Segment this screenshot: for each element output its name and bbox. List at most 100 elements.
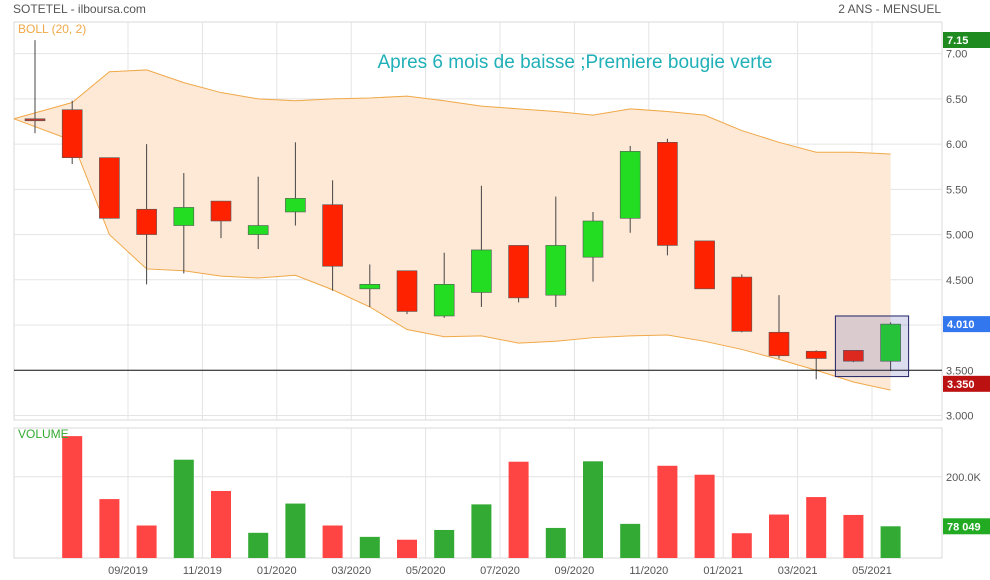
volume-bar (359, 536, 380, 558)
candle (396, 270, 418, 315)
candle (61, 100, 83, 165)
price-tag-low-label: 3.350 (947, 379, 975, 391)
price-tick-label: 3.000 (946, 410, 974, 422)
candle (880, 322, 901, 372)
candle (173, 173, 195, 274)
candle (694, 240, 715, 290)
candle-body (768, 331, 790, 357)
volume-bar (322, 525, 343, 558)
candle (843, 350, 864, 363)
candle (545, 196, 567, 307)
time-tick-label: 01/2020 (257, 565, 297, 577)
candle (768, 295, 790, 359)
candle-body (359, 284, 381, 290)
candle-body (731, 276, 753, 332)
candle-body (210, 200, 232, 222)
time-tick-label: 09/2019 (108, 565, 148, 577)
price-tag-low (943, 375, 990, 392)
candle (805, 350, 827, 380)
candle-body (619, 151, 641, 219)
candle (359, 264, 381, 307)
volume-label: VOLUME (18, 427, 69, 441)
chart-annotation: Apres 6 mois de baisse ;Premiere bougie … (378, 52, 773, 73)
price-tag-high (943, 32, 990, 48)
price-tick-label: 6.00 (946, 139, 967, 151)
candle-body (433, 284, 455, 317)
candle (471, 185, 492, 307)
volume-tag (943, 518, 990, 535)
candle (247, 176, 269, 250)
candle-body (545, 245, 567, 296)
chart-symbol-label: SOTETEL - ilboursa.com (13, 2, 146, 16)
time-tick-label: 03/2021 (778, 565, 818, 577)
candle-body (173, 207, 195, 226)
candle-body (247, 225, 269, 235)
candle (731, 274, 753, 333)
time-tick-label: 01/2021 (703, 565, 743, 577)
candle-body (582, 220, 604, 258)
volume-bar (806, 497, 827, 558)
price-tick-label: 5.50 (946, 184, 967, 196)
candle-body (880, 323, 901, 362)
volume-bar (620, 523, 641, 558)
candle-body (843, 350, 864, 362)
volume-bar (657, 465, 678, 558)
time-tick-label: 05/2020 (406, 565, 446, 577)
candle (433, 252, 455, 318)
volume-bar (694, 474, 715, 558)
price-tag-current (943, 316, 990, 333)
time-tick-label: 03/2020 (331, 565, 371, 577)
volume-bar (880, 526, 901, 558)
candle-body (805, 350, 827, 359)
volume-bar (285, 503, 306, 558)
volume-bar (471, 504, 492, 558)
candle-body (285, 198, 306, 213)
candle-body (322, 204, 343, 267)
candle (210, 200, 232, 239)
candle (285, 142, 306, 226)
candle (99, 157, 120, 219)
candle-body (396, 270, 418, 312)
volume-bar (769, 514, 789, 558)
time-tick-label: 07/2020 (480, 565, 520, 577)
bollinger-lower-line (13, 118, 891, 391)
price-tick-label: 4.500 (946, 275, 974, 287)
candle (322, 180, 343, 291)
price-tag-high-label: 7.15 (947, 35, 968, 47)
candle (136, 144, 157, 285)
highlight-box (834, 315, 910, 378)
bollinger-upper-line (13, 69, 891, 155)
chart-period-label: 2 ANS - MENSUEL (838, 2, 941, 16)
volume-bar (211, 490, 231, 558)
candle-body (61, 109, 83, 158)
volume-bar (843, 514, 864, 558)
time-tick-label: 11/2020 (629, 565, 668, 577)
time-tick-label: 05/2021 (852, 565, 892, 577)
volume-bar (397, 539, 417, 558)
candle (508, 245, 529, 303)
volume-bar (508, 461, 529, 558)
volume-bar (434, 529, 455, 558)
volume-bar (545, 527, 566, 558)
volume-bar (62, 436, 83, 558)
volume-bar (583, 461, 603, 558)
time-tick-label: 09/2020 (555, 565, 595, 577)
candle-body (136, 208, 157, 235)
volume-tick-label: 200.0K (946, 472, 982, 484)
candle (24, 40, 46, 134)
candle-body (471, 249, 492, 293)
time-tick-label: 11/2019 (183, 565, 222, 577)
candle (582, 211, 604, 282)
volume-bar (731, 533, 752, 558)
candle-body (694, 240, 715, 290)
volume-bar (248, 532, 269, 558)
price-tick-label: 6.50 (946, 94, 967, 106)
candle-body (508, 245, 529, 299)
bollinger-label: BOLL (20, 2) (18, 22, 86, 36)
candle (619, 145, 641, 233)
volume-bar (173, 459, 194, 558)
volume-bar (136, 525, 157, 558)
candle-body (99, 157, 120, 219)
volume-tag-label: 78 049 (947, 521, 981, 533)
